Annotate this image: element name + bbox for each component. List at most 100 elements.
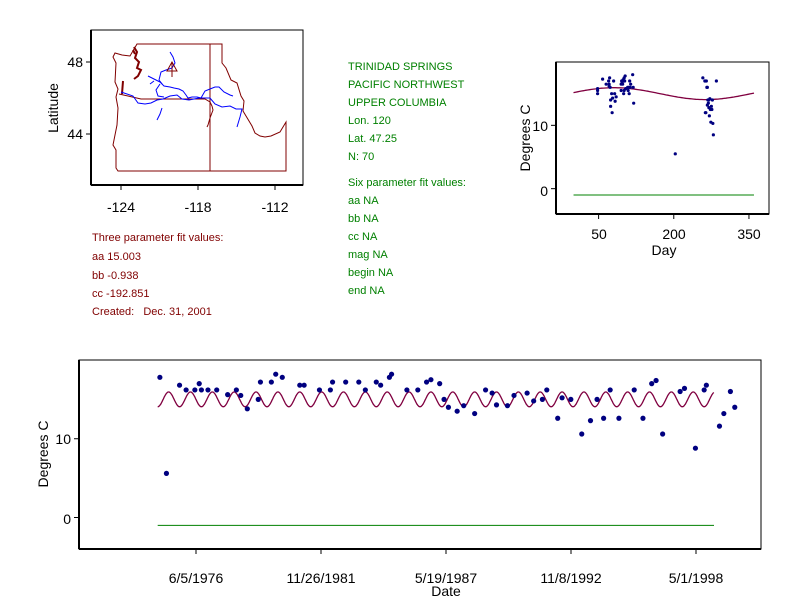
ts-ylabel: Degrees C [35, 421, 51, 488]
station-region: PACIFIC NORTHWEST [348, 79, 465, 91]
doy-data-point [607, 79, 611, 83]
ts-fit-curve [157, 391, 715, 408]
ts-data-point [445, 404, 452, 410]
ts-data-point [268, 379, 274, 385]
doy-data-point [595, 87, 600, 91]
doy-ytick-label: 10 [532, 118, 548, 134]
ts-data-point [297, 382, 303, 388]
ts-data-point [640, 415, 646, 421]
six-param-bb: bb NA [348, 213, 379, 225]
ts-data-point [373, 379, 379, 385]
doy-data-point [631, 73, 635, 77]
ts-data-point [653, 377, 659, 384]
location-map: -124 -118 -112 48 44 Latitude [45, 29, 304, 215]
doy-data-point [710, 98, 714, 102]
ts-data-point [524, 390, 530, 396]
ts-data-point [362, 387, 368, 393]
doy-data-point [627, 92, 631, 96]
ts-data-point [531, 398, 537, 404]
doy-data-point [711, 121, 715, 126]
ts-xlabel: Date [431, 583, 461, 599]
ts-data-point [388, 371, 395, 377]
ts-xtick-label: 11/26/1981 [286, 570, 355, 586]
ts-data-point [631, 387, 637, 393]
ts-data-point [273, 371, 279, 377]
ts-data-point [716, 423, 723, 429]
ts-data-point [225, 392, 231, 398]
doy-data-point [622, 92, 626, 96]
ts-data-point [329, 379, 336, 385]
state-boundaries [112, 43, 287, 172]
ts-ytick-label: 0 [63, 511, 71, 527]
six-param-aa: aa NA [348, 195, 379, 207]
ts-data-point [163, 470, 170, 476]
ts-data-point [681, 385, 688, 391]
ts-data-point [461, 403, 467, 409]
doy-data-point [705, 85, 709, 89]
map-frame [90, 29, 304, 186]
ts-xtick-label: 5/1/1998 [669, 570, 724, 586]
map-xtick-label: -124 [107, 199, 135, 215]
ts-data-point [559, 395, 565, 401]
ts-data-point [423, 379, 430, 385]
map-xtick-label: -118 [185, 199, 212, 215]
ts-ytick-label: 10 [55, 431, 71, 447]
ts-data-point [316, 387, 323, 393]
ts-data-point [472, 410, 478, 417]
ts-data-point [587, 418, 594, 424]
ts-data-point [568, 396, 574, 402]
six-param-cc: cc NA [348, 231, 378, 243]
doy-data-point [710, 107, 714, 112]
ts-data-point [482, 387, 489, 393]
doy-data-point [601, 77, 605, 81]
ts-data-point [616, 415, 622, 421]
doy-xtick-label: 50 [591, 226, 607, 242]
doy-data-point [613, 92, 617, 96]
doy-xlabel: Day [652, 242, 677, 258]
three-param-cc: cc -192.851 [92, 288, 150, 300]
map-xtick-label: -112 [262, 199, 289, 215]
ts-data-point [692, 445, 699, 451]
ts-data-point [192, 387, 198, 393]
doy-data-point [631, 85, 635, 89]
ts-data-point [238, 392, 244, 399]
ts-data-point [454, 408, 460, 414]
ts-data-point [555, 415, 561, 421]
rivers [120, 51, 243, 128]
ts-data-point [489, 390, 495, 396]
doy-data-point [613, 99, 617, 103]
ts-data-point [437, 381, 443, 387]
ts-data-point [196, 381, 202, 387]
ts-data-point [378, 382, 384, 388]
ts-data-point [493, 402, 500, 408]
created-date: Created: Dec. 31, 2001 [92, 306, 212, 318]
ts-data-point [301, 382, 307, 388]
ts-xtick-label: 6/5/1976 [169, 570, 224, 586]
ts-data-point [176, 382, 183, 388]
ts-data-point [721, 410, 727, 417]
three-param-bb: bb -0.938 [92, 270, 139, 282]
three-param-aa: aa 15.003 [92, 251, 141, 263]
ts-data-point [594, 396, 600, 402]
doy-data-point [611, 96, 615, 100]
doy-ylabel: Degrees C [517, 105, 533, 172]
time-series-chart: 6/5/1976 11/26/1981 5/19/1987 11/8/1992 … [35, 359, 762, 599]
doy-data-point [709, 104, 713, 108]
station-lat: Lat. 47.25 [348, 133, 397, 145]
doy-data-point [708, 97, 712, 101]
ts-data-point [205, 387, 211, 393]
doy-data-point [595, 92, 600, 96]
doy-data-point [626, 88, 630, 93]
six-param-mag: mag NA [348, 249, 388, 261]
doy-data-point [608, 85, 612, 89]
doy-xtick-label: 350 [737, 226, 761, 242]
ts-data-point [244, 406, 250, 412]
doy-data-point [707, 114, 711, 118]
day-of-year-chart: 50 200 350 0 10 Day Degrees C [517, 61, 770, 258]
doy-data-point [705, 103, 709, 107]
doy-data-point [632, 101, 636, 105]
doy-data-point [609, 104, 613, 108]
station-name: TRINIDAD SPRINGS [348, 61, 453, 73]
ts-data-point [428, 377, 434, 383]
